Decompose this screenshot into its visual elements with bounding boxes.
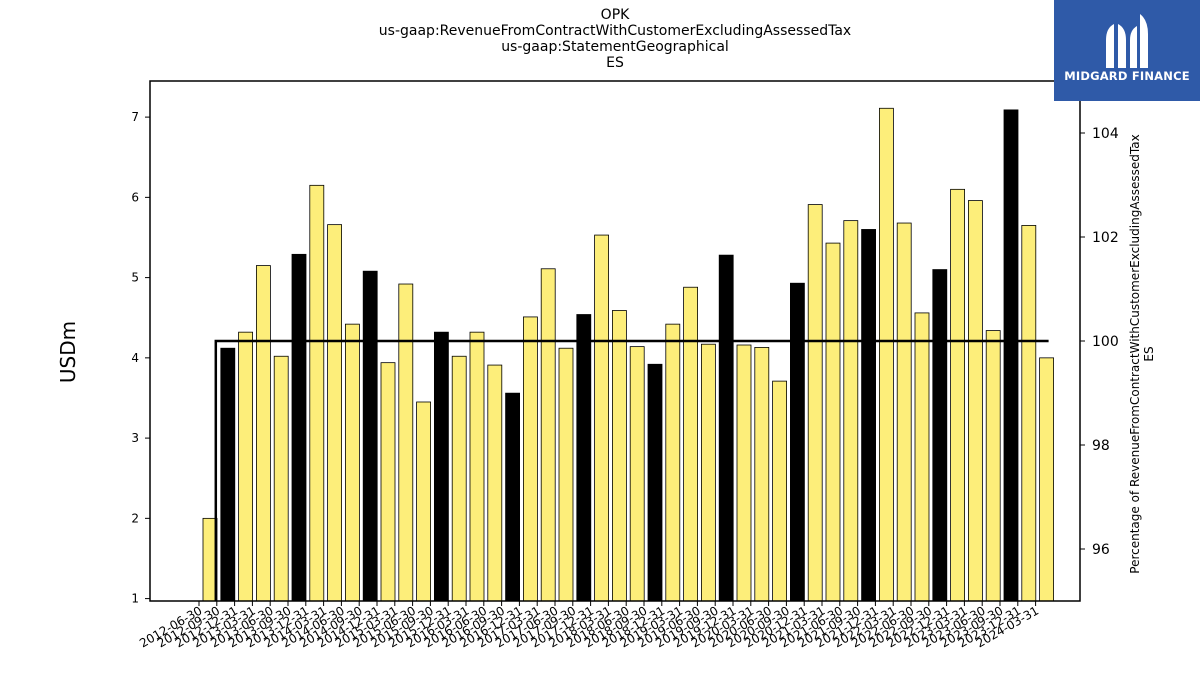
y-tick-label-4: 4	[131, 351, 139, 365]
bar-2013-03-31	[255, 265, 271, 602]
midgard-finance-logo: MIDGARD FINANCE	[1054, 0, 1200, 101]
bar-2024-03-31	[1039, 357, 1054, 602]
logo-text: MIDGARD FINANCE	[1064, 69, 1190, 83]
bar-2014-03-31	[327, 224, 343, 602]
bar-2018-03-31	[612, 310, 627, 602]
chart-title-line-3: us-gaap:StatementGeographical	[501, 39, 729, 55]
bar-2022-06-30	[914, 312, 930, 602]
y-right-tick-label-96: 96	[1092, 542, 1110, 558]
y-right-tick-label-104: 104	[1092, 126, 1119, 142]
bar-2015-03-31	[398, 283, 414, 602]
bar-2021-09-30	[861, 229, 876, 602]
bar-2015-06-30	[416, 401, 432, 602]
bar-2018-06-30	[629, 346, 645, 602]
bar-2014-12-31	[380, 362, 396, 602]
bar-2018-12-31	[665, 323, 681, 602]
y-axis-right-label: Percentage of RevenueFromContractWithCus…	[1128, 124, 1156, 584]
chart-title-line-1: OPK	[600, 7, 630, 23]
bar-2012-09-30	[220, 347, 236, 602]
y-right-tick-label-100: 100	[1092, 334, 1119, 350]
bar-2013-06-30	[273, 355, 289, 602]
bar-2020-12-31	[807, 204, 823, 602]
midgard-logo-icon	[1106, 14, 1148, 68]
bar-2014-09-30	[362, 270, 378, 602]
y-axis-right-label-line-2: ES	[1142, 346, 1156, 362]
bar-2013-09-30	[291, 253, 307, 602]
y-tick-label-1: 1	[131, 592, 139, 606]
y-tick-label-7: 7	[131, 110, 139, 124]
bar-2019-12-31	[736, 344, 752, 602]
percentage-line	[214, 339, 1049, 601]
y-axis-label: USDm	[56, 320, 80, 384]
bar-2015-12-31	[451, 355, 467, 602]
bar-2013-12-31	[309, 184, 325, 602]
bar-2021-06-30	[843, 220, 859, 602]
bar-2016-12-31	[523, 316, 538, 602]
bar-2023-06-30	[985, 330, 1001, 602]
bar-2021-12-31	[879, 107, 894, 602]
bar-2021-03-31	[825, 242, 841, 602]
bar-2017-12-31	[594, 234, 609, 602]
bar-2018-09-30	[647, 363, 663, 602]
chart-title-line-2: us-gaap:RevenueFromContractWithCustomerE…	[378, 23, 852, 39]
y-right-tick-label-98: 98	[1092, 438, 1110, 454]
bar-2017-03-31	[540, 268, 556, 602]
bar-2022-09-30	[932, 269, 948, 602]
bar-2019-03-31	[683, 286, 698, 602]
y-axis-right-label-line-1: Percentage of RevenueFromContractWithCus…	[1128, 134, 1142, 574]
bar-2022-12-31	[950, 188, 965, 602]
bar-2020-09-30	[790, 282, 805, 602]
bar-2015-09-30	[433, 331, 449, 602]
y-right-tick-label-102: 102	[1092, 230, 1119, 246]
bar-2017-09-30	[576, 314, 592, 602]
y-tick-label-2: 2	[131, 511, 139, 525]
bar-2023-12-31	[1021, 225, 1037, 602]
y-tick-label-3: 3	[131, 431, 139, 445]
bar-2016-03-31	[469, 331, 485, 602]
chart-title-line-4: ES	[606, 55, 624, 71]
bar-2012-12-31	[238, 331, 254, 602]
bar-2016-09-30	[505, 392, 521, 602]
bar-2020-06-30	[772, 380, 787, 602]
bar-2017-06-30	[558, 347, 574, 602]
bar-2023-09-30	[1003, 109, 1019, 602]
bar-2016-06-30	[487, 364, 503, 602]
bar-2023-03-31	[968, 200, 983, 602]
y-tick-label-5: 5	[131, 271, 139, 285]
bar-2019-09-30	[718, 254, 734, 602]
bar-2019-06-30	[701, 343, 716, 602]
bar-2020-03-31	[754, 347, 770, 602]
bar-2014-06-30	[344, 323, 360, 602]
y-tick-label-6: 6	[131, 190, 139, 204]
bar-2022-03-31	[896, 222, 912, 602]
